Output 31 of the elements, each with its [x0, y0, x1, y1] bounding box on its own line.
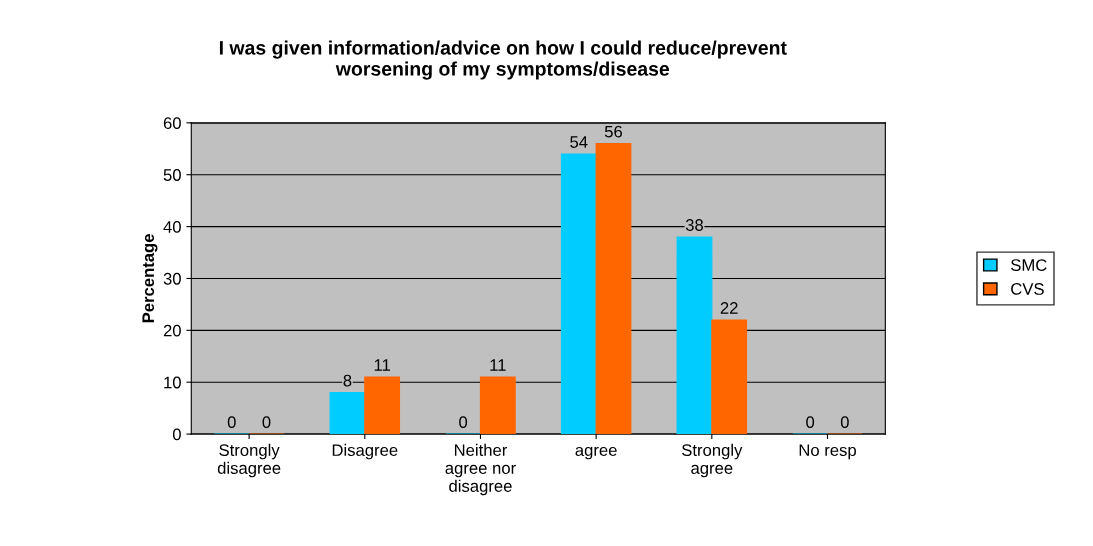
x-tick-label: agree: [575, 446, 617, 460]
y-tick-label: 0: [172, 428, 181, 441]
y-tick-label: 50: [163, 169, 181, 181]
chart-title: I was given information/advice on how I could reduce/prevent worsening of my symptoms/disease: [219, 40, 787, 80]
x-tick-label: Neither agree nor disagree: [445, 443, 516, 496]
data-label: 0: [262, 416, 271, 428]
data-label: 22: [720, 302, 738, 314]
x-tick-label: Disagree: [332, 443, 398, 460]
data-label: 8: [343, 374, 352, 387]
data-label: 0: [227, 416, 236, 428]
data-label: 11: [374, 359, 390, 371]
legend-label: CVS: [1011, 283, 1044, 295]
y-tick-label: 60: [163, 117, 181, 130]
data-label: 38: [685, 219, 704, 231]
data-label: 54: [570, 136, 588, 148]
data-label: 0: [840, 416, 849, 428]
y-tick-label: 30: [163, 272, 181, 285]
y-tick-label: 20: [163, 324, 181, 337]
x-tick-label: Strongly disagree: [217, 443, 281, 478]
x-tick-label: Strongly agree: [682, 443, 743, 478]
data-label: 0: [459, 416, 468, 428]
bar: [329, 392, 366, 435]
data-label: 56: [604, 125, 623, 138]
data-label: 0: [806, 416, 815, 428]
y-tick-label: 40: [163, 220, 181, 233]
bar: [676, 236, 713, 435]
y-axis-title: Percentage: [142, 234, 158, 323]
data-label: 11: [490, 359, 506, 371]
x-tick-label: No resp: [799, 444, 856, 460]
legend-label: SMC: [1011, 259, 1047, 271]
y-tick-label: 10: [164, 376, 181, 389]
